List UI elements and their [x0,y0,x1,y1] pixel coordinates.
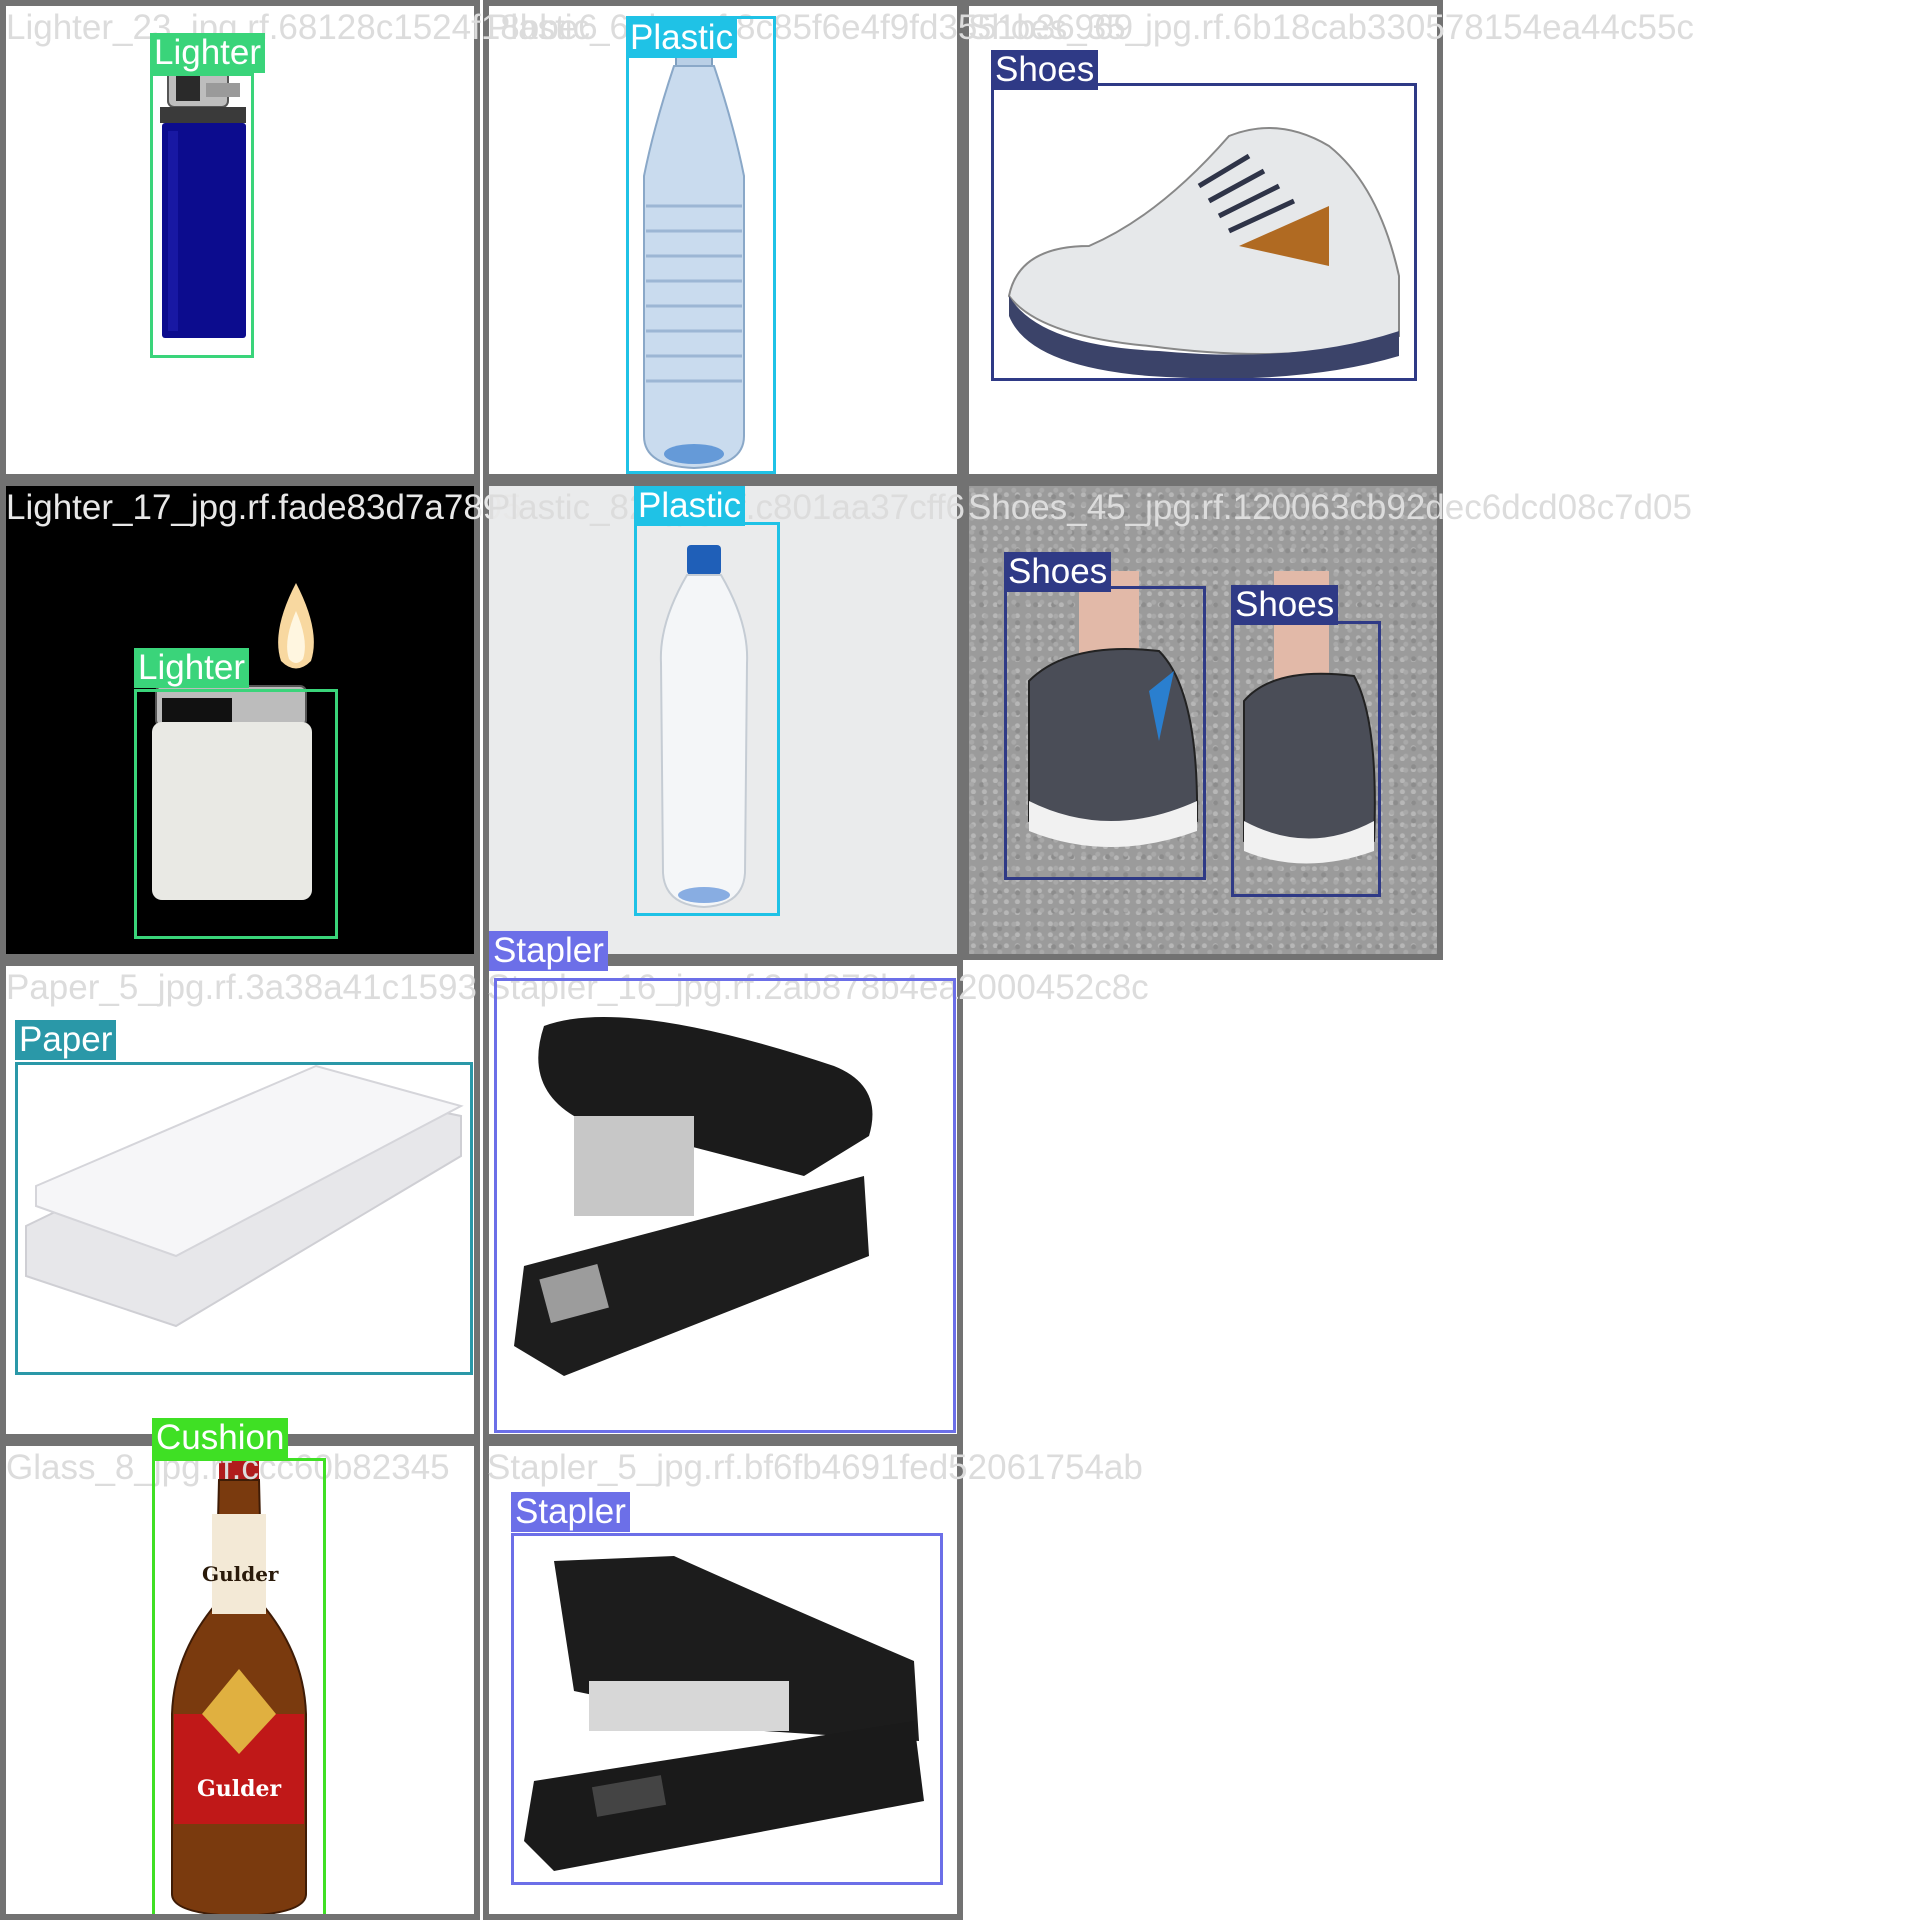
bbox-shoes [1231,621,1381,897]
mosaic-tile-lighter-1: Lighter [0,0,480,480]
shoe-left-image [1009,571,1204,861]
bbox-plastic [626,16,776,474]
bbox-stapler [511,1533,943,1885]
bbox-label-plastic: Plastic [626,18,738,58]
bbox-label-shoes: Shoes [991,50,1099,90]
mosaic-tile-stapler-1 [483,960,963,1440]
bbox-plastic [634,522,780,916]
lighter-image [146,676,321,906]
mosaic-tile-stapler-2: Stapler [483,1440,963,1920]
beer-brand-text: Gulder [196,1776,282,1802]
mosaic-tile-shoes-2: Shoes Shoes [963,480,1443,960]
mosaic-tile-shoes-1: Shoes [963,0,1443,480]
mosaic-tile-plastic-2: Plastic [483,480,963,960]
bbox-lighter [134,689,338,939]
mosaic-tile-plastic-1: Plastic [483,0,963,480]
mosaic-tile-lighter-2: Lighter [0,480,480,960]
bbox-cushion [152,1458,326,1914]
plastic-bottle-image [634,36,754,474]
bbox-label-paper: Paper [15,1020,117,1060]
stapler-image [504,996,949,1386]
shoe-image [999,96,1409,386]
bbox-lighter [150,73,254,358]
beer-brand-text: Gulder [202,1562,279,1586]
bbox-shoes [991,83,1417,381]
bbox-label-plastic: Plastic [634,486,746,526]
beer-bottle-image: Gulder Gulder [164,1454,314,1914]
bbox-paper [15,1062,473,1375]
plastic-bottle-image [649,543,759,913]
bbox-stapler [494,978,956,1433]
shoe-right-image [1234,571,1384,876]
flame-image [271,581,321,676]
bbox-shoes [1004,586,1206,880]
paper-stack-image [16,1056,471,1336]
mosaic-tile-paper: Paper [0,960,480,1440]
bbox-label-shoes: Shoes [1004,552,1112,592]
bbox-label-cushion: Cushion [152,1418,289,1458]
bbox-label-stapler: Stapler [489,931,608,971]
bbox-label-lighter: Lighter [134,648,250,688]
bbox-label-lighter: Lighter [150,33,266,73]
lighter-image [156,61,251,361]
bbox-label-stapler: Stapler [511,1492,630,1532]
mosaic-tile-glass: Gulder Gulder [0,1440,480,1920]
bbox-label-shoes: Shoes [1231,585,1339,625]
stapler-image [514,1541,944,1891]
